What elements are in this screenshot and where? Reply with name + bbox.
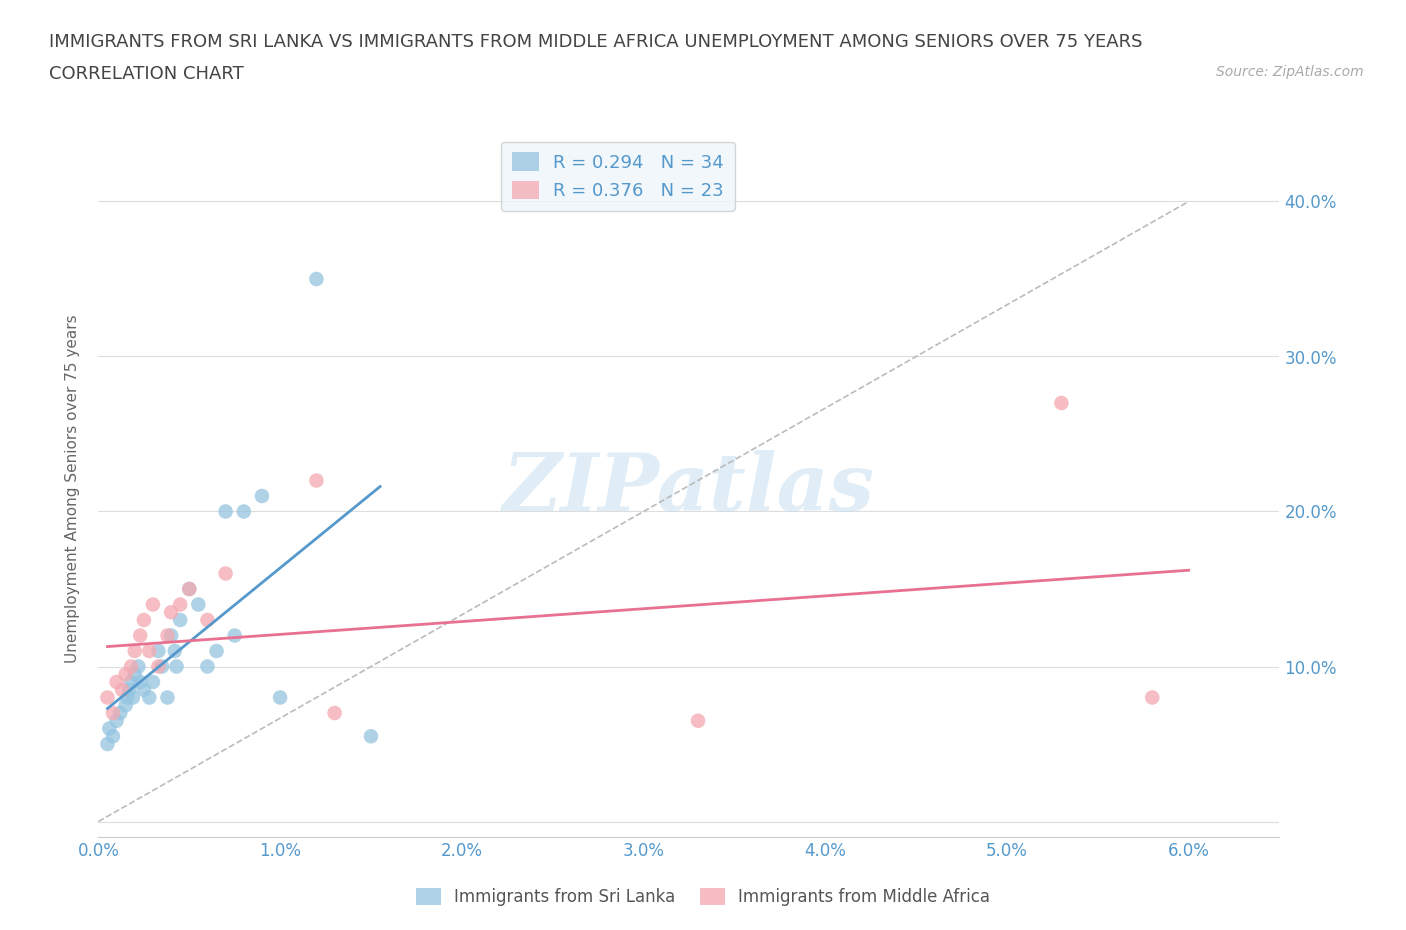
Point <box>120 659 142 674</box>
Point <box>122 690 145 705</box>
Point <box>166 659 188 674</box>
Point <box>129 674 152 689</box>
Point <box>214 566 236 581</box>
Point <box>124 644 146 658</box>
Point <box>101 729 124 744</box>
Text: CORRELATION CHART: CORRELATION CHART <box>49 65 245 83</box>
Point <box>142 674 165 689</box>
Point <box>232 504 254 519</box>
Point <box>101 706 124 721</box>
Point <box>160 604 183 619</box>
Point <box>163 644 186 658</box>
Point <box>96 737 118 751</box>
Point <box>118 683 141 698</box>
Point <box>138 690 160 705</box>
Point <box>120 674 142 689</box>
Point <box>132 613 155 628</box>
Point <box>156 690 179 705</box>
Point <box>124 667 146 682</box>
Point <box>205 644 228 658</box>
Point <box>360 729 382 744</box>
Point <box>129 628 152 643</box>
Point <box>138 644 160 658</box>
Point <box>1050 395 1073 410</box>
Point <box>142 597 165 612</box>
Point <box>148 659 170 674</box>
Point <box>148 644 170 658</box>
Point <box>111 683 134 698</box>
Point <box>224 628 246 643</box>
Point <box>197 613 219 628</box>
Point <box>150 659 173 674</box>
Point <box>156 628 179 643</box>
Point <box>179 581 201 596</box>
Point <box>169 597 191 612</box>
Point <box>269 690 291 705</box>
Legend: R = 0.294   N = 34, R = 0.376   N = 23: R = 0.294 N = 34, R = 0.376 N = 23 <box>501 141 735 211</box>
Point <box>117 690 139 705</box>
Point <box>214 504 236 519</box>
Point <box>1142 690 1164 705</box>
Point <box>197 659 219 674</box>
Point <box>110 706 132 721</box>
Point <box>179 581 201 596</box>
Point <box>169 613 191 628</box>
Text: IMMIGRANTS FROM SRI LANKA VS IMMIGRANTS FROM MIDDLE AFRICA UNEMPLOYMENT AMONG SE: IMMIGRANTS FROM SRI LANKA VS IMMIGRANTS … <box>49 33 1143 50</box>
Point <box>160 628 183 643</box>
Point <box>305 272 328 286</box>
Point <box>132 683 155 698</box>
Point <box>187 597 209 612</box>
Point <box>305 473 328 488</box>
Point <box>105 713 128 728</box>
Text: Source: ZipAtlas.com: Source: ZipAtlas.com <box>1216 65 1364 79</box>
Point <box>105 674 128 689</box>
Point <box>114 698 136 712</box>
Text: ZIPatlas: ZIPatlas <box>503 449 875 527</box>
Point <box>114 667 136 682</box>
Point <box>323 706 346 721</box>
Point <box>127 659 149 674</box>
Legend: Immigrants from Sri Lanka, Immigrants from Middle Africa: Immigrants from Sri Lanka, Immigrants fr… <box>409 881 997 912</box>
Point <box>250 488 273 503</box>
Point <box>98 721 121 736</box>
Y-axis label: Unemployment Among Seniors over 75 years: Unemployment Among Seniors over 75 years <box>65 314 80 662</box>
Point <box>96 690 118 705</box>
Point <box>686 713 709 728</box>
